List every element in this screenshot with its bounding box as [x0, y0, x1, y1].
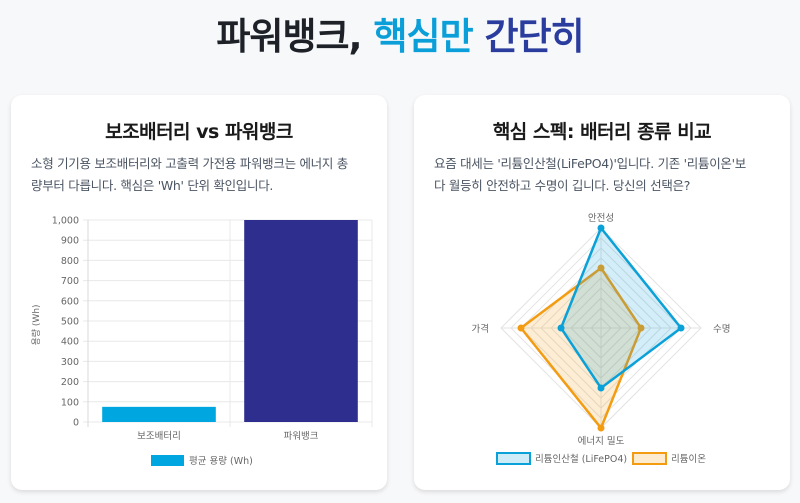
- legend-label-lifepo4[interactable]: 리튬인산철 (LiFePO4): [535, 454, 627, 465]
- radar-point[interactable]: [597, 384, 605, 392]
- radar-point[interactable]: [517, 324, 525, 332]
- y-tick-label: 600: [61, 296, 79, 307]
- radar-point[interactable]: [597, 224, 605, 232]
- bar-power-bank-small[interactable]: [102, 406, 216, 422]
- legend-label[interactable]: 평균 용량 (Wh): [189, 455, 253, 467]
- y-tick-label: 300: [61, 357, 79, 368]
- radar-point[interactable]: [597, 424, 605, 432]
- desc-line: 량부터 다릅니다. 핵심은 'Wh' 단위 확인입니다.: [31, 178, 274, 193]
- y-tick-label: 700: [61, 276, 79, 287]
- radar-point[interactable]: [597, 264, 605, 272]
- page-title: 파워뱅크, 핵심만 간단히: [0, 6, 800, 60]
- radar-axis-label: 가격: [472, 323, 489, 335]
- bar-power-station[interactable]: [244, 220, 358, 422]
- card-title: 핵심 스펙: 배터리 종류 비교: [492, 121, 712, 143]
- bar-chart: 0 100 200 300 400 500 600 700 800 900 1,000 보조배터리 파워…: [30, 216, 373, 467]
- y-tick-label: 500: [61, 317, 79, 328]
- card-title: 보조배터리 vs 파워뱅크: [105, 121, 293, 143]
- legend-label-li-ion[interactable]: 리튬이온: [671, 454, 706, 465]
- y-tick-label: 400: [61, 337, 79, 348]
- title-part-1: 파워뱅크,: [216, 15, 362, 58]
- y-tick-label: 100: [61, 397, 79, 408]
- radar-point[interactable]: [677, 324, 685, 332]
- legend-swatch-lifepo4: [496, 452, 531, 465]
- desc-line: 소형 기기용 보조배터리와 고출력 가전용 파워뱅크는 에너지 총: [31, 156, 348, 171]
- y-tick-label: 200: [61, 377, 79, 388]
- x-tick-label: 보조배터리: [137, 431, 181, 442]
- card-description: 소형 기기용 보조배터리와 고출력 가전용 파워뱅크는 에너지 총 량부터 다릅…: [31, 153, 371, 197]
- x-tick-label: 파워뱅크: [284, 431, 319, 442]
- y-tick-label: 1,000: [52, 216, 79, 227]
- radar-point[interactable]: [637, 324, 645, 332]
- desc-line: 다 월등히 안전하고 수명이 깁니다. 당신의 선택은?: [434, 178, 691, 193]
- battery-type-card: 핵심 스펙: 배터리 종류 비교 요즘 대세는 '리튬인산철(LiFePO4)'…: [414, 95, 790, 490]
- y-tick-label: 0: [73, 418, 79, 429]
- radar-axis-label: 에너지 밀도: [578, 435, 625, 447]
- title-part-2: 핵심만: [373, 15, 473, 58]
- legend-swatch: [151, 455, 184, 466]
- legend-swatch-li-ion: [632, 452, 667, 465]
- radar-axis-label: 수명: [713, 324, 730, 335]
- desc-line: 요즘 대세는 '리튬인산철(LiFePO4)'입니다. 기존 '리튬이온'보: [434, 156, 746, 171]
- y-axis-label: 용량 (Wh): [30, 304, 42, 345]
- title-part-3: 간단히: [484, 15, 585, 58]
- radar-axis-label: 안전성: [588, 213, 614, 224]
- y-tick-label: 900: [61, 236, 79, 247]
- radar-point[interactable]: [557, 324, 565, 332]
- capacity-card: 보조배터리 vs 파워뱅크 소형 기기용 보조배터리와 고출력 가전용 파워뱅크…: [11, 95, 387, 490]
- card-description: 요즘 대세는 '리튬인산철(LiFePO4)'입니다. 기존 '리튬이온'보 다…: [434, 153, 774, 197]
- y-tick-label: 800: [61, 256, 79, 267]
